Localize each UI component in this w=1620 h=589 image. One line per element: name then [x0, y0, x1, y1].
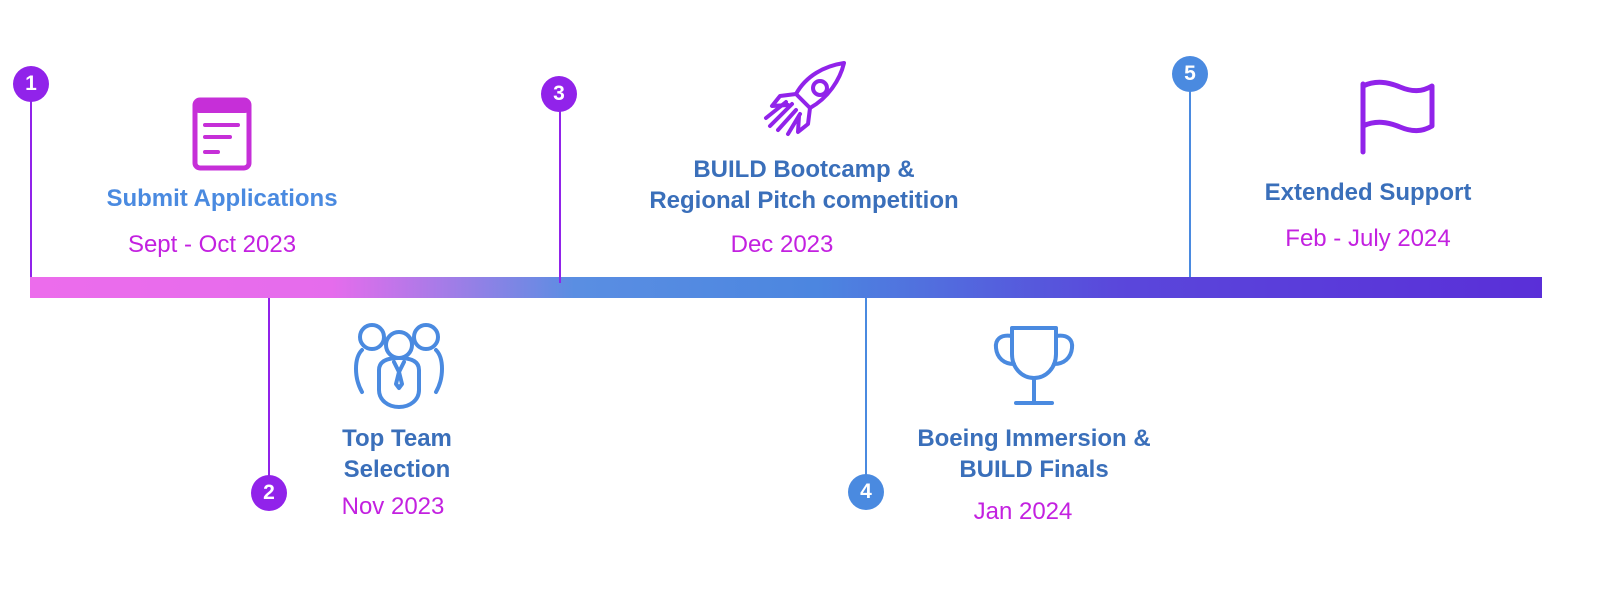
milestone-1-title: Submit Applications — [106, 185, 338, 212]
milestone-3-stem — [559, 94, 561, 283]
milestone-3-title: BUILD Bootcamp & Regional Pitch competit… — [604, 154, 1004, 216]
milestone-4-stem — [865, 298, 867, 491]
milestone-4-marker: 4 — [848, 474, 884, 510]
rocket-icon — [764, 61, 846, 136]
milestone-3-title-line-1: BUILD Bootcamp & — [693, 156, 915, 183]
trophy-icon — [993, 326, 1075, 405]
milestone-3-title-line-2: Regional Pitch competition — [649, 187, 959, 214]
milestone-2-title: Top Team Selection — [282, 423, 512, 485]
milestone-4-title-line-2: BUILD Finals — [959, 456, 1109, 483]
milestone-3-marker: 3 — [541, 76, 577, 112]
milestone-5-marker: 5 — [1172, 56, 1208, 92]
milestone-5-title: Extended Support — [1264, 179, 1472, 206]
team-icon — [354, 323, 444, 409]
milestone-1-date: Sept - Oct 2023 — [127, 231, 297, 258]
document-icon — [192, 97, 252, 171]
milestone-2-marker: 2 — [251, 475, 287, 511]
milestone-4-date: Jan 2024 — [973, 498, 1073, 525]
milestone-4-title-line-1: Boeing Immersion & — [917, 425, 1151, 452]
milestone-3-date: Dec 2023 — [730, 231, 834, 258]
milestone-5-stem — [1189, 74, 1191, 277]
flag-icon — [1360, 79, 1435, 155]
milestone-1-marker: 1 — [13, 66, 49, 102]
milestone-1-stem — [30, 84, 32, 277]
milestone-2-title-line-2: Selection — [343, 456, 451, 483]
milestone-5-date: Feb - July 2024 — [1285, 225, 1451, 252]
milestone-2-date: Nov 2023 — [341, 493, 445, 520]
milestone-2-stem — [268, 298, 270, 493]
timeline-bar — [30, 277, 1542, 298]
milestone-2-title-line-1: Top Team — [342, 425, 452, 452]
milestone-4-title: Boeing Immersion & BUILD Finals — [874, 423, 1194, 485]
